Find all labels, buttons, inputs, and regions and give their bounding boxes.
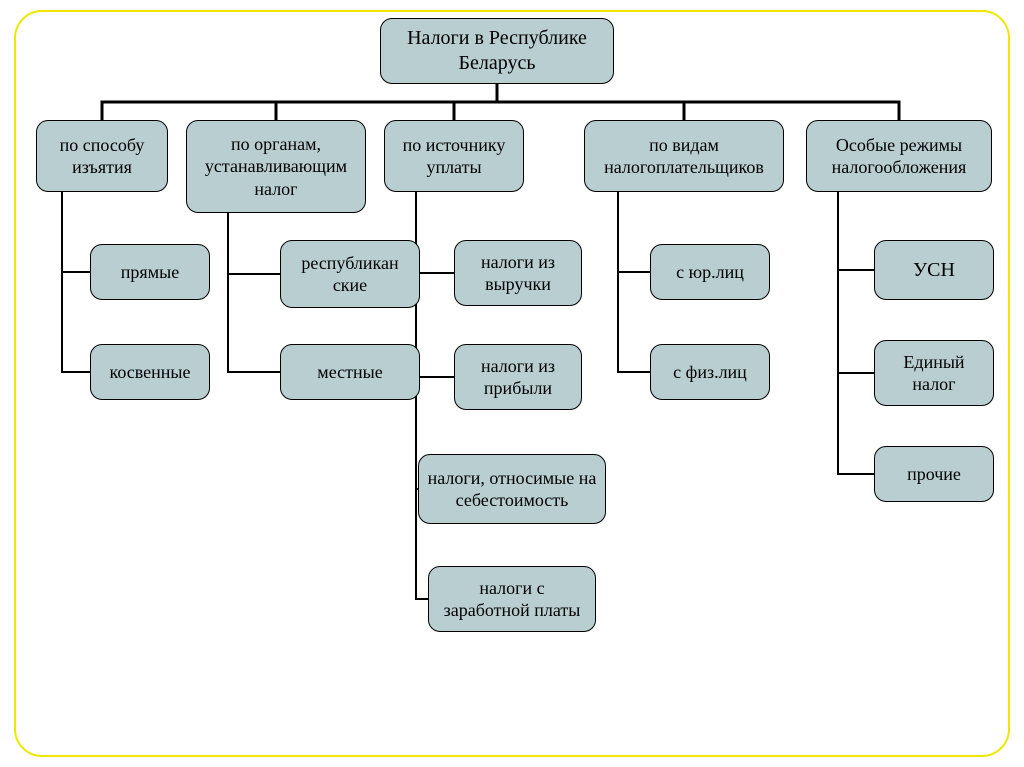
leaf-5-3-label: прочие bbox=[907, 463, 961, 486]
leaf-3-1-label: налоги из выручки bbox=[461, 251, 575, 296]
leaf-1-1-label: прямые bbox=[121, 261, 179, 284]
category-1-label: по способу изъятия bbox=[43, 134, 161, 179]
leaf-4-2: с физ.лиц bbox=[650, 344, 770, 400]
leaf-1-1: прямые bbox=[90, 244, 210, 300]
leaf-4-1-label: с юр.лиц bbox=[676, 261, 744, 284]
category-3: по источнику уплаты bbox=[384, 120, 524, 192]
leaf-3-4-label: налоги с заработной платы bbox=[435, 577, 589, 622]
leaf-2-1-label: республикан ские bbox=[301, 252, 398, 297]
category-2-label: по органам, устанавливающим налог bbox=[193, 133, 359, 201]
leaf-5-2: Единый налог bbox=[874, 340, 994, 406]
root-node-label: Налоги в Республике Беларусь bbox=[387, 26, 607, 76]
leaf-5-3: прочие bbox=[874, 446, 994, 502]
category-5: Особые режимы налогообложения bbox=[806, 120, 992, 192]
root-node: Налоги в Республике Беларусь bbox=[380, 18, 614, 84]
leaf-5-1: УСН bbox=[874, 240, 994, 300]
leaf-5-1-label: УСН bbox=[913, 258, 955, 283]
leaf-4-1: с юр.лиц bbox=[650, 244, 770, 300]
leaf-1-2-label: косвенные bbox=[110, 361, 191, 384]
leaf-2-1: республикан ские bbox=[280, 240, 420, 308]
leaf-3-3: налоги, относимые на себестоимость bbox=[418, 454, 606, 524]
leaf-3-2: налоги из прибыли bbox=[454, 344, 582, 410]
leaf-4-2-label: с физ.лиц bbox=[673, 361, 747, 384]
leaf-2-2-label: местные bbox=[317, 361, 382, 384]
leaf-1-2: косвенные bbox=[90, 344, 210, 400]
category-3-label: по источнику уплаты bbox=[391, 134, 517, 179]
leaf-3-2-label: налоги из прибыли bbox=[461, 355, 575, 400]
category-2: по органам, устанавливающим налог bbox=[186, 120, 366, 213]
category-1: по способу изъятия bbox=[36, 120, 168, 192]
leaf-3-1: налоги из выручки bbox=[454, 240, 582, 306]
category-4: по видам налогоплательщиков bbox=[584, 120, 784, 192]
category-4-label: по видам налогоплательщиков bbox=[591, 134, 777, 179]
leaf-5-2-label: Единый налог bbox=[881, 351, 987, 396]
leaf-3-3-label: налоги, относимые на себестоимость bbox=[425, 467, 599, 512]
category-5-label: Особые режимы налогообложения bbox=[813, 134, 985, 179]
leaf-3-4: налоги с заработной платы bbox=[428, 566, 596, 632]
leaf-2-2: местные bbox=[280, 344, 420, 400]
